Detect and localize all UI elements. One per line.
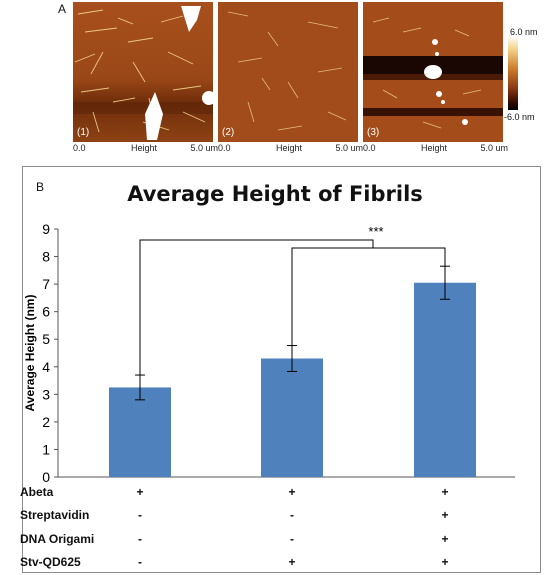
condition-mark: - <box>138 508 142 522</box>
y-tick-label: 8 <box>42 249 50 265</box>
chart-title: Average Height of Fibrils <box>127 182 423 206</box>
afm-image-2: (2) <box>218 2 358 142</box>
condition-mark: + <box>441 485 449 499</box>
condition-label: Stv-QD625 <box>20 555 81 569</box>
y-tick-label: 0 <box>42 469 50 485</box>
y-tick-label: 6 <box>42 304 50 320</box>
panel-b-frame <box>22 166 541 573</box>
y-tick-label: 4 <box>42 359 50 375</box>
significance-bracket-1-3 <box>139 239 374 376</box>
significance-bracket-2-3 <box>291 247 446 346</box>
afm-axis-1-title: Height <box>131 143 158 153</box>
afm-axis-3-title: Height <box>421 143 448 153</box>
afm-axis-2-title: Height <box>276 143 303 153</box>
bar <box>414 282 476 477</box>
panel-a-label: A <box>58 2 67 16</box>
y-tick-label: 7 <box>42 276 50 292</box>
afm-image-3: (3) <box>363 2 503 142</box>
afm-axis-1-max: 5.0 um <box>190 143 218 153</box>
condition-label: Abeta <box>20 485 54 499</box>
colorbar-max-label: 6.0 nm <box>510 27 538 37</box>
afm-image-3-number: (3) <box>367 127 380 138</box>
afm-axis-3-min: 0.0 <box>363 143 376 153</box>
y-tick-label: 3 <box>42 386 50 402</box>
condition-mark: - <box>290 532 294 546</box>
y-tick-label: 1 <box>42 441 50 457</box>
afm-image-1-number: (1) <box>77 127 90 138</box>
afm-image-2-number: (2) <box>222 127 235 138</box>
bar <box>261 358 323 477</box>
height-colorbar <box>508 36 518 110</box>
panel-b-label: B <box>36 180 45 194</box>
significance-label: *** <box>368 224 383 239</box>
condition-label: Streptavidin <box>20 508 90 522</box>
condition-mark: - <box>290 508 294 522</box>
y-tick-label: 2 <box>42 414 50 430</box>
afm-axis-2-max: 5.0 um <box>335 143 363 153</box>
condition-mark: + <box>288 555 296 569</box>
condition-label: DNA Origami <box>20 532 95 546</box>
y-tick-label: 9 <box>42 221 50 237</box>
afm-axis-2-min: 0.0 <box>218 143 231 153</box>
afm-image-1: (1) <box>73 2 213 142</box>
condition-mark: + <box>441 555 449 569</box>
y-axis-label: Average Height (nm) <box>23 295 37 412</box>
afm-axis-1-min: 0.0 <box>73 143 86 153</box>
condition-mark: + <box>136 485 144 499</box>
colorbar-min-label: -6.0 nm <box>504 112 535 122</box>
condition-mark: + <box>288 485 296 499</box>
condition-mark: + <box>441 508 449 522</box>
bar <box>109 387 171 477</box>
condition-mark: - <box>138 532 142 546</box>
condition-mark: - <box>138 555 142 569</box>
afm-axis-3-max: 5.0 um <box>480 143 508 153</box>
condition-mark: + <box>441 532 449 546</box>
y-tick-label: 5 <box>42 331 50 347</box>
